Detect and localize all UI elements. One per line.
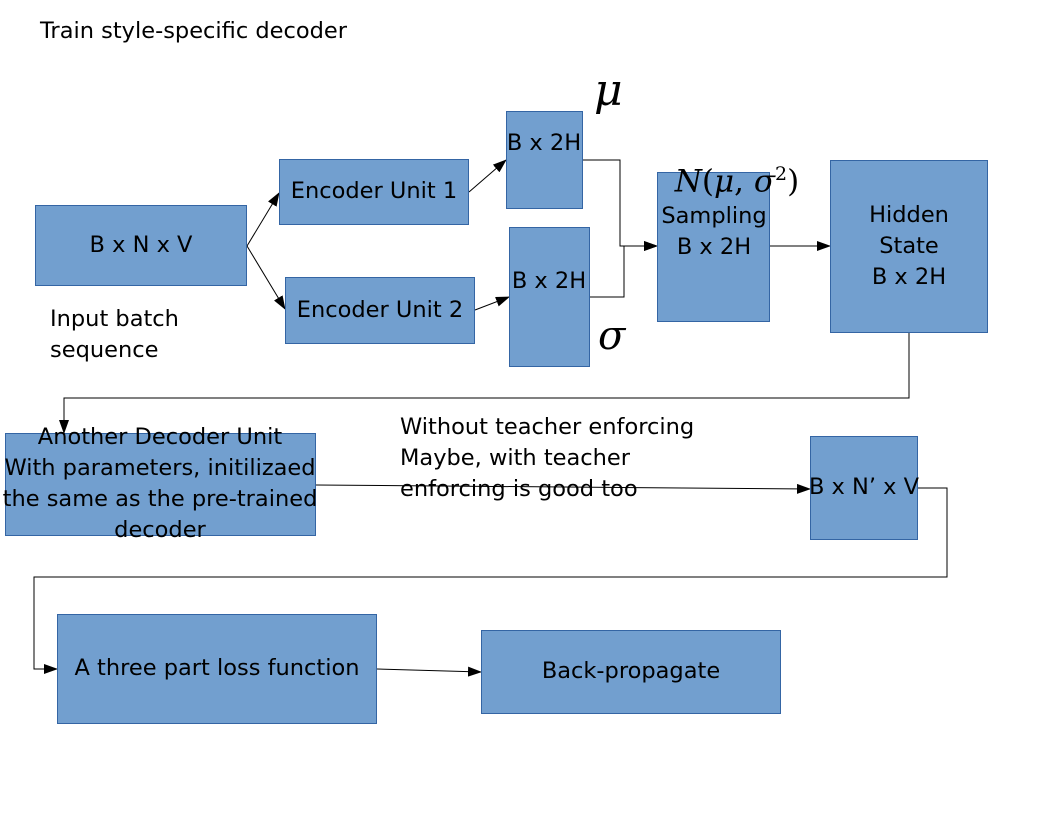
sampling-label: Sampling B x 2H (661, 203, 767, 260)
sampling-box (657, 172, 770, 322)
mu-symbol: μ (594, 65, 623, 116)
normal-sigma-symbol: σ (753, 163, 775, 200)
decoder-label: Another Decoder Unit With parameters, in… (2, 424, 318, 543)
teacher-forcing-note: Without teacher enforcing Maybe, with te… (400, 414, 695, 502)
loss-box (57, 614, 377, 724)
input-box (35, 205, 247, 286)
normal-distribution-label: N(μ, σ2) (655, 114, 799, 201)
normal-n-symbol: N (674, 163, 702, 200)
input-caption: Input batch sequence (50, 306, 179, 363)
normal-mu-symbol: μ (713, 163, 735, 200)
normal-comma: , (734, 163, 754, 200)
sigma-output-label: B x 2H (511, 268, 587, 294)
arrow-decoder-to-output (315, 483, 811, 494)
mu-output-box (506, 111, 583, 209)
arrow-hidden-to-decoder (59, 333, 910, 434)
encoder-unit-1-label: Encoder Unit 1 (290, 178, 458, 204)
loss-label: A three part loss function (74, 655, 360, 681)
sigma-output-box (509, 227, 590, 367)
hidden-state-label: Hidden State B x 2H (869, 202, 949, 290)
encoder-unit-1-box (279, 159, 469, 225)
arrow-input-to-encoder1 (246, 192, 280, 247)
encoder-unit-2-label: Encoder Unit 2 (296, 297, 464, 323)
arrow-encoder1-to-mu (468, 159, 507, 193)
diagram-title: Train style-specific decoder (40, 18, 348, 44)
arrow-encoder2-to-sigma (474, 296, 510, 311)
output-label: B x N’ x V (808, 474, 920, 500)
sigma-symbol: σ (598, 313, 626, 359)
arrow-output-to-loss (33, 487, 948, 674)
normal-close-paren: ) (787, 163, 800, 200)
encoder-unit-2-box (285, 277, 475, 344)
input-label: B x N x V (89, 232, 193, 258)
output-box (810, 436, 918, 540)
backprop-label: Back-propagate (541, 658, 721, 684)
normal-open-paren: ( (701, 163, 714, 200)
backprop-box (481, 630, 781, 714)
mu-output-label: B x 2H (506, 130, 582, 156)
decoder-box (5, 433, 316, 536)
normal-exponent: 2 (775, 163, 788, 185)
hidden-state-box (830, 160, 988, 333)
arrow-sigma-to-sampling (590, 241, 658, 298)
arrow-loss-to-backprop (376, 666, 482, 677)
arrow-input-to-encoder2 (246, 245, 286, 310)
